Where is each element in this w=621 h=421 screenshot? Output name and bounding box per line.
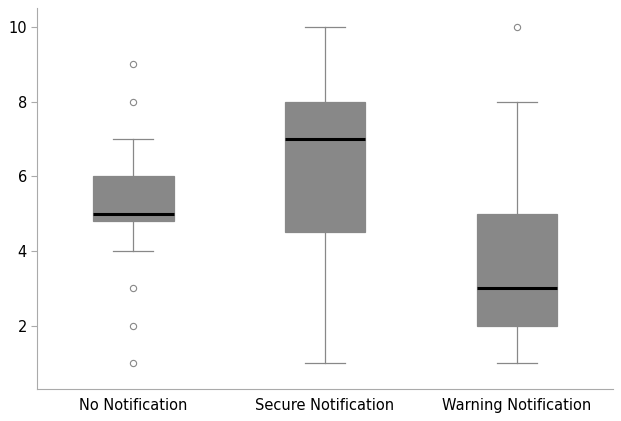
PathPatch shape [285, 102, 365, 232]
PathPatch shape [476, 214, 557, 326]
PathPatch shape [93, 176, 173, 221]
